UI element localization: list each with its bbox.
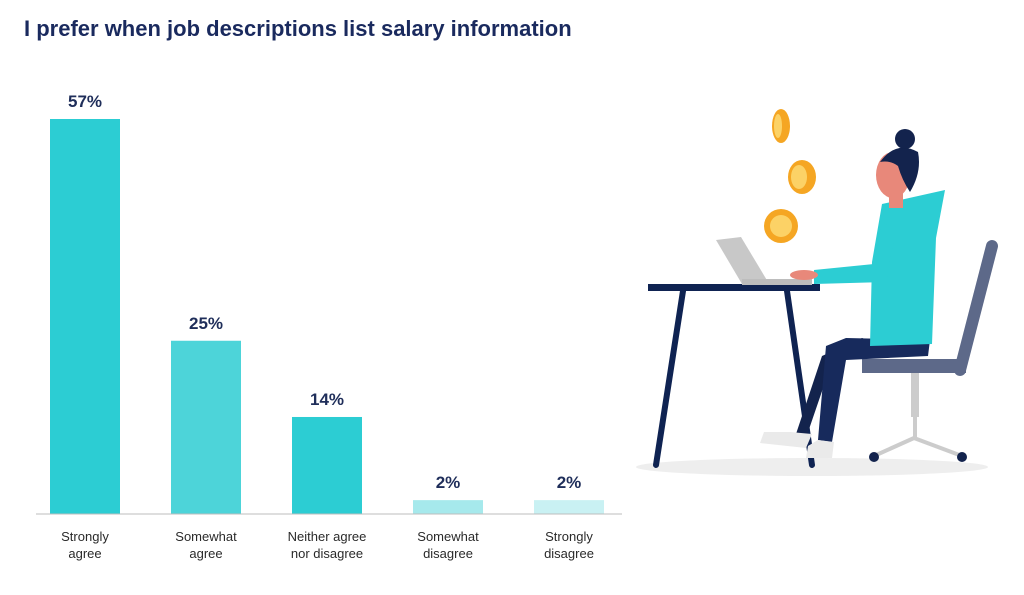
chart-title: I prefer when job descriptions list sala… xyxy=(24,16,572,41)
value-label-0: 57% xyxy=(68,92,102,111)
laptop-icon xyxy=(716,237,812,285)
coin-icon xyxy=(764,209,798,243)
category-label-1: Somewhat agree xyxy=(175,529,237,561)
bars-group xyxy=(50,119,604,514)
bar-1 xyxy=(171,340,241,514)
value-label-2: 14% xyxy=(310,390,344,409)
value-labels-group: 57% 25% 14% 2% 2% xyxy=(68,92,581,492)
value-label-1: 25% xyxy=(189,314,223,333)
category-labels-group: Strongly agree Somewhat agree Neither agree n… xyxy=(61,529,594,561)
category-label-3: Somewhat disagree xyxy=(417,529,479,561)
bar-2 xyxy=(292,416,362,514)
category-label-2: Neither agree nor disagree xyxy=(288,529,367,561)
category-label-0: Strongly agree xyxy=(61,529,109,561)
bar-4 xyxy=(534,500,604,514)
illustration-person-at-desk xyxy=(636,109,998,476)
bar-3 xyxy=(413,500,483,514)
bar-chart: 57% 25% 14% 2% 2% Strongly agree Somewhat agree… xyxy=(36,92,622,561)
person xyxy=(760,129,945,458)
category-label-4: Strongly disagree xyxy=(544,529,594,561)
chair xyxy=(862,240,998,462)
coin-icon xyxy=(788,160,816,194)
value-label-3: 2% xyxy=(436,473,461,492)
coin-icon xyxy=(772,109,790,143)
value-label-4: 2% xyxy=(557,473,582,492)
bar-0 xyxy=(50,119,120,514)
